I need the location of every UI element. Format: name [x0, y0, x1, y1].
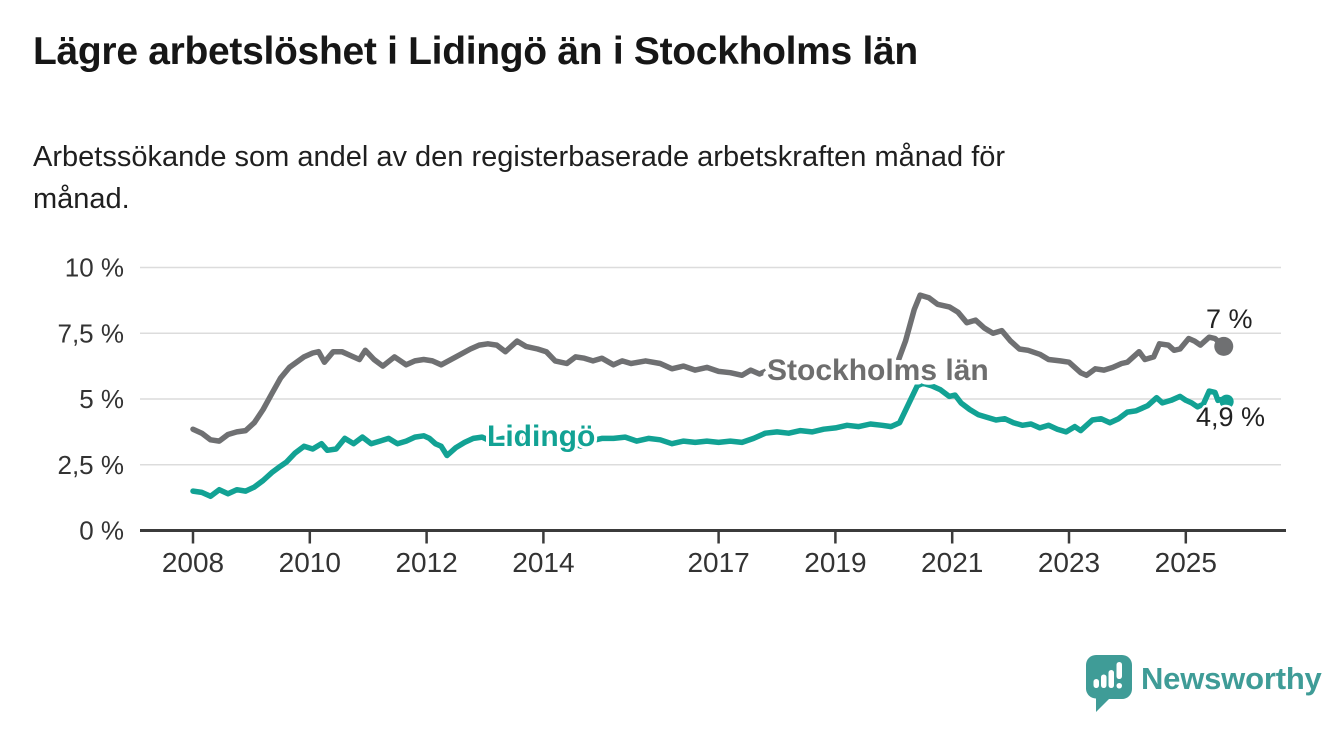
chart-subtitle: Arbetssökande som andel av den registerb… — [33, 136, 1005, 220]
y-axis-label: 7,5 % — [58, 318, 125, 348]
x-axis-label: 2017 — [687, 547, 749, 578]
x-axis-label: 2021 — [921, 547, 983, 578]
x-axis-label: 2008 — [162, 547, 224, 578]
x-axis-label: 2025 — [1155, 547, 1217, 578]
subtitle-line-2: månad. — [33, 183, 130, 216]
stockholm-end-value-label: 7 % — [1206, 304, 1253, 334]
lidingo-end-dot — [1219, 394, 1234, 409]
y-axis-label: 0 % — [79, 516, 124, 546]
bar-chart-speech-bubble-icon — [1086, 655, 1132, 712]
subtitle-line-1: Arbetssökande som andel av den registerb… — [33, 141, 1006, 173]
stockholm-end-dot — [1214, 336, 1234, 356]
y-axis-label: 2,5 % — [58, 450, 125, 480]
stockholm-line — [190, 292, 1227, 444]
page-title: Lägre arbetslöshet i Lidingö än i Stockh… — [33, 30, 918, 73]
lidingo-line — [190, 380, 1230, 500]
y-axis-label: 10 % — [65, 253, 124, 283]
y-axis-label: 5 % — [79, 384, 124, 414]
stockholm-series-label: Stockholms län — [767, 354, 989, 387]
x-axis-label: 2023 — [1038, 547, 1100, 578]
lidingo-series-label: Lidingö — [487, 420, 595, 453]
x-axis-label: 2014 — [512, 547, 574, 578]
newsworthy-logo: Newsworthy — [1086, 655, 1322, 713]
x-axis-label: 2019 — [804, 547, 866, 578]
brand-name: Newsworthy — [1141, 661, 1322, 696]
x-axis-label: 2010 — [279, 547, 341, 578]
lidingo-end-value-label: 4,9 % — [1196, 402, 1265, 432]
x-axis-label: 2012 — [395, 547, 457, 578]
